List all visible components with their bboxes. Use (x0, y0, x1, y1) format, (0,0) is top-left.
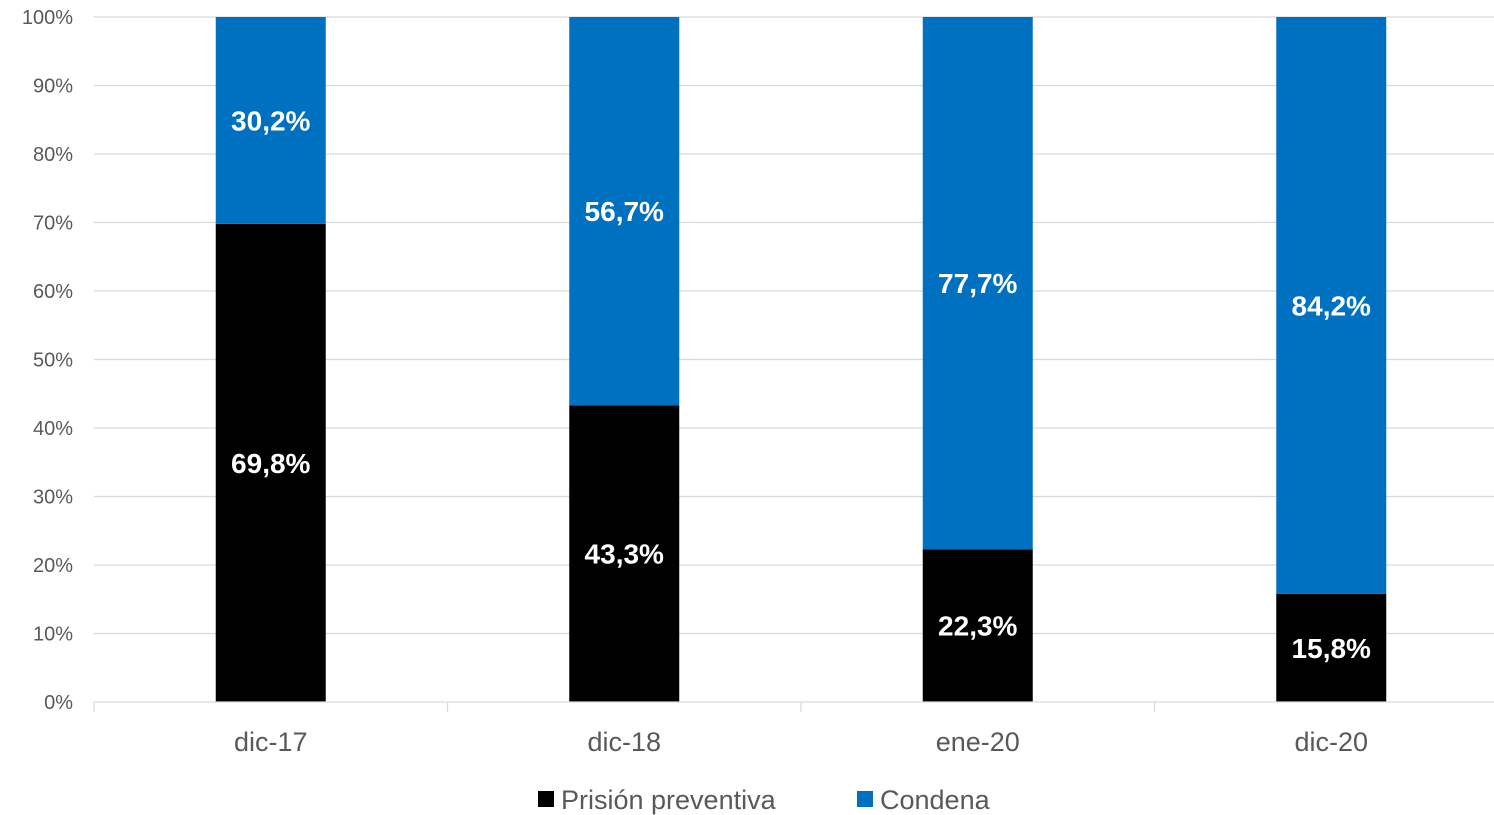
legend-swatch (538, 791, 554, 807)
data-label: 84,2% (1292, 290, 1371, 321)
y-tick-label: 100% (22, 7, 73, 29)
legend-label: Prisión preventiva (561, 785, 777, 815)
y-axis-ticks: 0% 10% 20% 30% 40% 50% 60% 70% 80% 90% 100% (22, 7, 73, 714)
legend: Prisión preventiva Condena (538, 785, 991, 815)
bar-segment (922, 549, 1033, 702)
data-label: 77,7% (938, 268, 1017, 299)
data-labels: 69,8% 30,2% 43,3% 56,7% 22,3% 77,7% 15,8% 84,2% (231, 105, 1371, 663)
y-tick-label: 80% (33, 144, 73, 166)
x-tick-label: dic-18 (587, 727, 661, 757)
bar-segment (215, 223, 326, 702)
y-tick-label: 70% (33, 213, 73, 235)
bar-segment (569, 405, 680, 702)
bar-segment (922, 17, 1033, 550)
bar-segment (215, 17, 326, 224)
y-tick-label: 60% (33, 281, 73, 303)
data-label: 30,2% (231, 105, 310, 136)
data-label: 22,3% (938, 611, 1017, 642)
data-label: 56,7% (585, 196, 664, 227)
x-tick-label: dic-20 (1294, 727, 1368, 757)
y-tick-label: 90% (33, 76, 73, 98)
y-tick-label: 10% (33, 624, 73, 646)
y-tick-label: 40% (33, 418, 73, 440)
x-tick-label: ene-20 (936, 727, 1020, 757)
y-tick-label: 0% (44, 692, 73, 714)
bar-segment (1276, 593, 1387, 702)
bar-segment (1276, 17, 1387, 594)
legend-swatch (857, 791, 873, 807)
bars (215, 17, 1387, 702)
y-tick-label: 50% (33, 350, 73, 372)
gridlines (94, 16, 1494, 635)
data-label: 43,3% (585, 539, 664, 570)
data-label: 15,8% (1292, 633, 1371, 664)
x-axis: dic-17 dic-18 ene-20 dic-20 (93, 701, 1494, 757)
legend-label: Condena (880, 785, 991, 815)
data-label: 69,8% (231, 448, 310, 479)
bar-segment (569, 17, 680, 406)
x-tick-label: dic-17 (234, 727, 308, 757)
y-tick-label: 30% (33, 487, 73, 509)
y-tick-label: 20% (33, 555, 73, 577)
